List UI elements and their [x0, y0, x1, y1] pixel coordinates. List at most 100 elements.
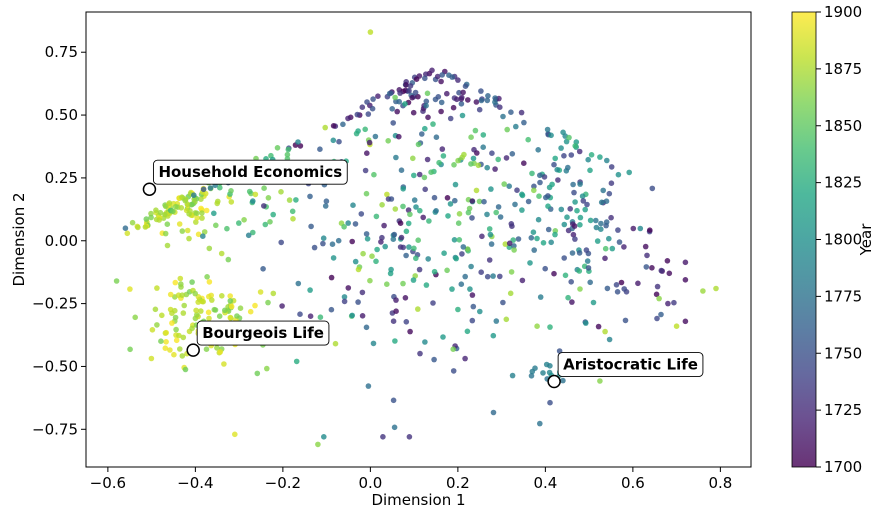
data-point — [180, 334, 187, 341]
data-point — [341, 294, 348, 300]
data-point — [486, 257, 493, 263]
data-point — [475, 162, 482, 169]
data-point — [647, 227, 653, 233]
data-point — [311, 244, 318, 251]
annotation-box — [196, 320, 330, 346]
data-point — [400, 280, 406, 287]
data-point — [164, 242, 171, 249]
data-point — [456, 211, 463, 217]
data-point — [193, 307, 199, 314]
data-point — [369, 253, 375, 259]
data-point — [469, 215, 475, 221]
annotations-layer: Household Economics Bourgeois Life Aristoc… — [142, 159, 704, 389]
data-point — [542, 265, 548, 272]
data-point — [200, 186, 207, 193]
colorbar-tick-label: 1800 — [824, 231, 862, 249]
data-point — [162, 230, 169, 237]
data-point — [576, 250, 583, 256]
data-point — [320, 240, 326, 247]
data-point — [444, 195, 451, 201]
data-point — [450, 104, 457, 111]
data-point — [413, 255, 419, 262]
data-point — [345, 285, 352, 291]
annotation-label: Aristocratic Life — [563, 356, 698, 374]
data-point — [525, 198, 532, 205]
data-point — [444, 90, 450, 97]
data-point — [307, 193, 313, 200]
data-point — [379, 234, 385, 241]
data-point — [584, 258, 591, 264]
y-tick-label: 0.50 — [45, 106, 78, 124]
y-tick-label: −0.25 — [32, 295, 78, 313]
data-point — [159, 312, 165, 319]
data-point — [488, 241, 495, 247]
data-point — [587, 167, 593, 174]
data-point — [208, 292, 214, 299]
data-point — [390, 397, 397, 404]
data-point — [221, 361, 227, 367]
data-point — [438, 108, 444, 115]
data-point — [390, 236, 397, 242]
data-point — [503, 155, 510, 161]
data-point — [682, 277, 689, 283]
data-point — [593, 224, 600, 231]
data-point — [616, 239, 623, 245]
data-point — [531, 247, 537, 253]
data-point — [480, 144, 487, 150]
points-layer — [113, 29, 719, 448]
data-point — [521, 119, 527, 126]
data-point — [637, 225, 644, 232]
data-point — [366, 139, 373, 146]
data-point — [528, 373, 535, 379]
data-point — [237, 305, 244, 312]
data-point — [441, 250, 447, 256]
data-point — [458, 96, 465, 102]
data-point — [170, 208, 176, 215]
data-point — [585, 265, 592, 271]
data-point — [354, 111, 361, 118]
data-point — [447, 115, 454, 122]
data-point — [330, 123, 337, 129]
data-point — [439, 146, 446, 152]
data-point — [274, 145, 281, 151]
data-point — [458, 281, 465, 288]
data-point — [172, 279, 179, 286]
data-point — [364, 99, 370, 105]
data-point — [621, 244, 627, 250]
data-point — [364, 150, 370, 156]
data-point — [433, 208, 439, 214]
data-point — [460, 89, 466, 96]
data-point — [410, 155, 416, 162]
data-point — [438, 78, 444, 85]
data-point — [154, 322, 160, 328]
data-point — [577, 214, 584, 221]
colorbar-ticks: 1700 1725 1750 1775 1800 1825 1850 1875 1900 — [816, 3, 862, 476]
data-point — [156, 217, 162, 223]
data-point — [307, 287, 313, 293]
y-tick-label: −0.50 — [32, 357, 78, 375]
data-point — [594, 238, 601, 244]
data-point — [449, 74, 456, 80]
data-point — [135, 224, 141, 231]
data-point — [473, 99, 480, 105]
data-point — [278, 189, 284, 195]
data-point — [430, 121, 436, 127]
data-point — [545, 226, 552, 233]
data-point — [252, 191, 259, 198]
data-point — [122, 225, 129, 231]
data-point — [320, 235, 327, 241]
data-point — [398, 234, 405, 241]
data-point — [452, 197, 458, 204]
data-point — [162, 211, 168, 218]
data-point — [452, 181, 459, 188]
data-point — [493, 209, 500, 216]
data-point — [595, 323, 602, 330]
data-point — [194, 215, 200, 221]
data-point — [434, 73, 441, 80]
data-point — [345, 220, 352, 226]
data-point — [673, 323, 680, 330]
data-point — [440, 334, 446, 340]
data-point — [579, 193, 586, 199]
data-point — [391, 231, 398, 238]
data-point — [158, 338, 164, 345]
